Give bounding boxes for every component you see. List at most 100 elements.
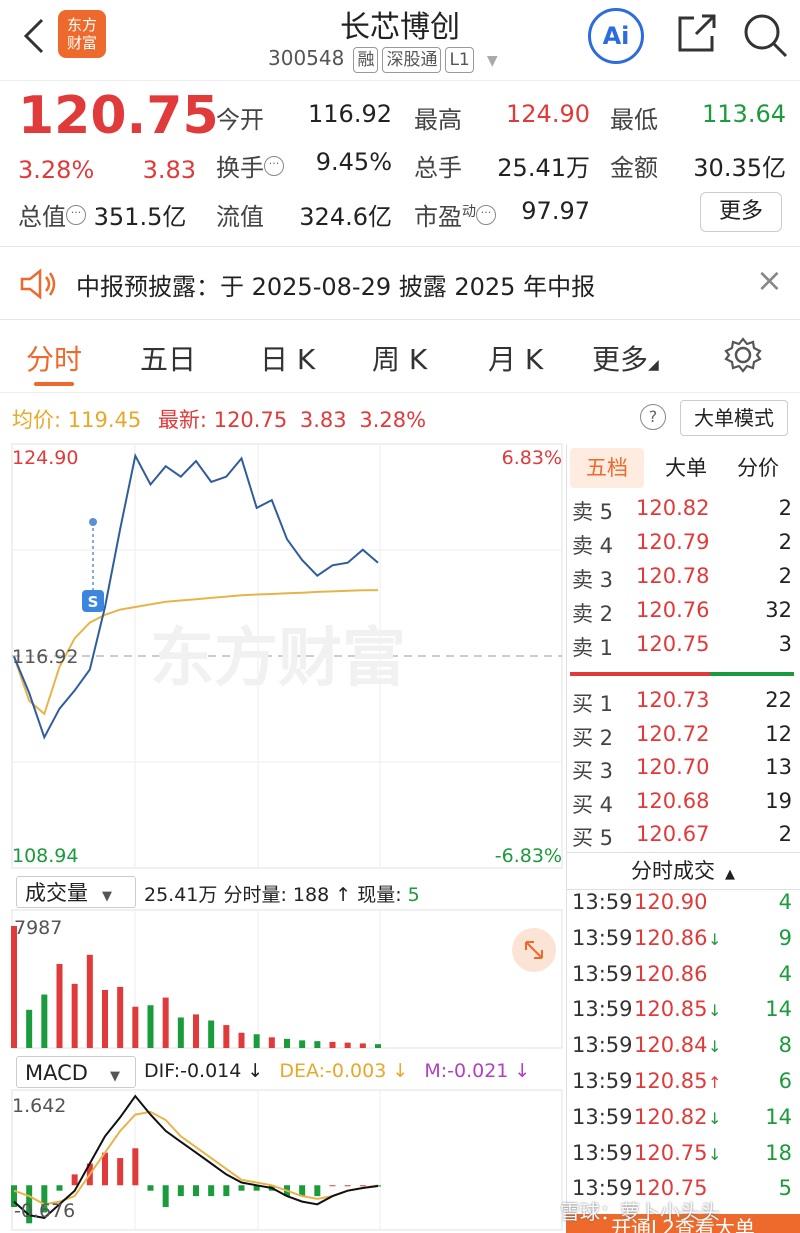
logo: 东方 财富 — [58, 10, 106, 58]
macd-histogram — [11, 1148, 381, 1224]
volume-bar — [117, 986, 124, 1048]
tab-daily-k[interactable]: 日 K — [260, 343, 316, 376]
trade-volume: 4 — [778, 890, 792, 914]
ask-row: 卖 5 120.82 2 — [570, 496, 796, 530]
minute-volume-value: 188 — [292, 884, 330, 906]
macd-min-label: -0.676 — [14, 1200, 75, 1222]
trade-price: 120.90 — [634, 890, 708, 914]
ai-label: Ai — [602, 22, 630, 50]
volume-bar — [177, 1017, 184, 1048]
ask-price: 120.82 — [636, 496, 710, 520]
tab-weekly-k[interactable]: 周 K — [372, 343, 428, 376]
tab-more-label: 更多 — [592, 343, 649, 376]
ai-button[interactable]: Ai — [588, 8, 644, 64]
volume-bar — [147, 1005, 154, 1048]
macd-selector[interactable]: MACD ▼ — [16, 1056, 136, 1088]
gear-icon[interactable] — [724, 336, 762, 374]
volume-bar — [284, 1038, 290, 1048]
volume-bar — [268, 1037, 275, 1048]
open-value: 116.92 — [308, 100, 392, 128]
l2-footer[interactable]: 开通L2查看大单 — [566, 1214, 800, 1233]
orderbook-tab-five[interactable]: 五档 — [570, 448, 644, 488]
price-low-label: 108.94 — [12, 845, 78, 867]
tab-more[interactable]: 更多◢ — [592, 338, 659, 378]
dif-line — [13, 1094, 379, 1219]
info-icon[interactable]: ··· — [264, 156, 284, 176]
trades-header[interactable]: 分时成交 ▲ — [566, 852, 800, 890]
prev-close-label: 116.92 — [12, 646, 78, 668]
volume-bar — [359, 1043, 366, 1048]
macd-bar — [314, 1185, 321, 1197]
volume-bar — [193, 1014, 199, 1048]
notice-bar[interactable]: 中报预披露：于 2025-08-29 披露 2025 年中报 × — [0, 247, 800, 319]
volume-selector[interactable]: 成交量 ▼ — [16, 876, 136, 908]
chevron-down-icon[interactable]: ▼ — [486, 53, 498, 69]
bid-price: 120.67 — [636, 822, 710, 846]
volume-bar — [344, 1042, 351, 1048]
trade-time: 13:59 — [572, 1104, 633, 1129]
search-icon — [744, 14, 788, 58]
orderbook-tab-price[interactable]: 分价 — [737, 456, 779, 480]
ask-price: 120.79 — [636, 530, 710, 554]
bid-strength-bar — [710, 672, 794, 676]
snowball-watermark: 雪球：萝卜小头头 — [560, 1200, 720, 1224]
trade-time: 13:59 — [572, 890, 633, 914]
tab-active-indicator — [34, 382, 74, 386]
search-button[interactable] — [740, 10, 790, 64]
float-value: 324.6亿 — [299, 203, 392, 231]
bid-price: 120.70 — [636, 755, 710, 779]
tab-intraday[interactable]: 分时 — [26, 343, 83, 376]
pe-label-text: 市盈 — [414, 203, 462, 231]
ask-volume: 2 — [778, 530, 792, 554]
tab-five-day[interactable]: 五日 — [140, 343, 197, 376]
turnover-value: 9.45% — [315, 148, 392, 176]
bid-row: 买 5 120.67 2 — [570, 822, 796, 856]
open-label: 今开 — [216, 106, 264, 134]
volume-bar — [26, 1009, 33, 1048]
trade-row: 13:59 120.75 ↓ 18 — [570, 1141, 796, 1177]
watermark: 东方财富 — [150, 622, 406, 696]
high-label: 最高 — [414, 106, 462, 134]
info-icon[interactable]: ··· — [66, 205, 86, 225]
back-button[interactable] — [14, 12, 54, 60]
bid-label: 买 2 — [572, 725, 614, 750]
trade-direction: ↓ — [708, 929, 722, 949]
macd-bar — [193, 1185, 199, 1197]
close-icon[interactable]: × — [756, 261, 783, 299]
divider — [0, 319, 800, 320]
macd-bar — [223, 1185, 230, 1197]
avg-price-line — [13, 589, 379, 716]
dea-line — [13, 1110, 379, 1206]
chart-tabs: 分时 五日 日 K 周 K 月 K 更多◢ — [0, 320, 800, 392]
share-button[interactable] — [672, 10, 720, 62]
tab-monthly-k[interactable]: 月 K — [488, 343, 544, 376]
pct-low-label: -6.83% — [495, 845, 562, 867]
minute-volume-label: 分时量: — [223, 884, 287, 906]
ask-label: 卖 2 — [572, 602, 614, 626]
info-icon[interactable]: ··· — [476, 205, 496, 225]
orderbook-tab-large[interactable]: 大单 — [665, 456, 707, 480]
bid-ask-divider — [570, 672, 794, 676]
macd-bar — [238, 1185, 245, 1191]
help-icon[interactable]: ? — [640, 404, 666, 430]
more-button[interactable]: 更多 — [700, 192, 782, 232]
latest-change: 3.83 — [299, 408, 347, 432]
trade-row: 13:59 120.85 ↑ 6 — [570, 1069, 796, 1105]
intraday-chart[interactable]: 东方财富 S 124.90 116.92 108.94 6.83% -6.83%… — [0, 440, 566, 1233]
bid-label: 买 4 — [572, 792, 614, 817]
large-order-mode-button[interactable]: 大单模式 — [680, 400, 788, 436]
pe-label: 市盈动 ··· — [414, 197, 496, 232]
turnover-label: 换手 ··· — [216, 148, 284, 183]
trade-volume: 9 — [778, 925, 792, 950]
sell-signal-label: S — [88, 593, 99, 611]
trade-row: 13:59 120.90 4 — [570, 890, 796, 926]
divider — [0, 246, 800, 247]
volume-bar — [253, 1034, 260, 1048]
trade-volume: 4 — [778, 961, 792, 986]
sell-signal-marker[interactable] — [82, 590, 104, 612]
macd-bar — [344, 1185, 351, 1187]
triangle-up-icon: ▲ — [725, 867, 735, 882]
bid-volume: 13 — [765, 755, 792, 779]
trade-row: 13:59 120.85 ↓ 14 — [570, 997, 796, 1033]
signal-dot — [89, 518, 97, 526]
